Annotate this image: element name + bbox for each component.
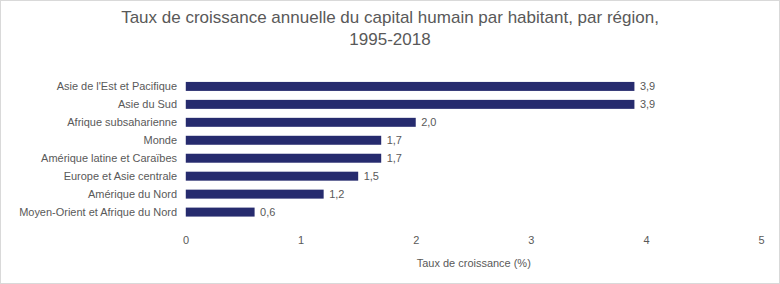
svg-text:Afrique subsaharienne: Afrique subsaharienne [67,116,177,128]
svg-text:Moyen-Orient et Afrique du Nor: Moyen-Orient et Afrique du Nord [19,206,177,218]
svg-text:0: 0 [183,234,189,246]
svg-text:Monde: Monde [144,134,178,146]
svg-text:Asie du Sud: Asie du Sud [118,98,177,110]
html-text:Taux de croissance annuelle du: Taux de croissance annuelle du capital h… [121,8,659,49]
svg-text:Asie de l'Est et Pacifique: Asie de l'Est et Pacifique [57,80,177,92]
svg-text:3,9: 3,9 [640,98,655,110]
svg-text:Taux de croissance (%): Taux de croissance (%) [417,257,531,269]
svg-text:1,7: 1,7 [387,152,402,164]
svg-text:Amérique du Nord: Amérique du Nord [88,188,177,200]
svg-text:3,9: 3,9 [640,80,655,92]
svg-text:Europe et Asie centrale: Europe et Asie centrale [64,170,177,182]
svg-text:0,6: 0,6 [260,206,275,218]
svg-text:3: 3 [528,234,534,246]
svg-text:2: 2 [413,234,419,246]
svg-text:1: 1 [298,234,304,246]
svg-text:2,0: 2,0 [421,116,436,128]
svg-text:1,7: 1,7 [387,134,402,146]
svg-text:5: 5 [758,234,764,246]
svg-text:1,2: 1,2 [329,188,344,200]
svg-text:Amérique latine et Caraïbes: Amérique latine et Caraïbes [41,152,177,164]
svg-text:1,5: 1,5 [364,170,379,182]
svg-text:4: 4 [643,234,649,246]
